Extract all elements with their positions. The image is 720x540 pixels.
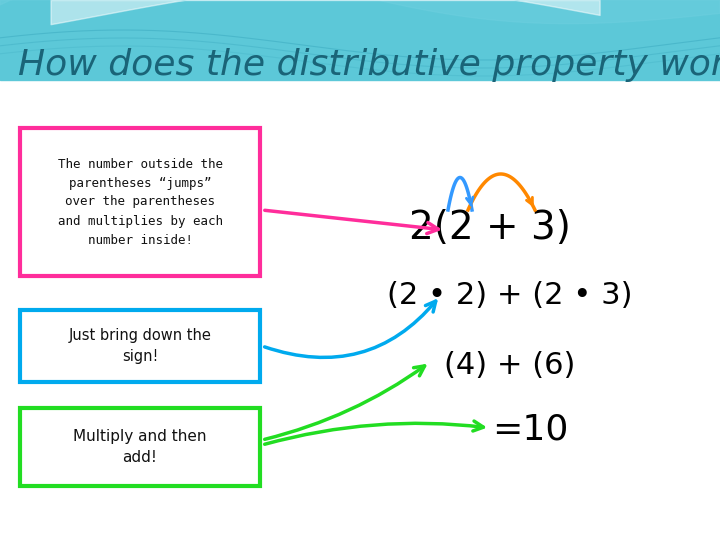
Text: (2 • 2) + (2 • 3): (2 • 2) + (2 • 3) [387,281,633,310]
FancyBboxPatch shape [20,310,260,382]
Text: Just bring down the
sign!: Just bring down the sign! [68,328,212,364]
Text: (4) + (6): (4) + (6) [444,350,576,380]
Text: =10: =10 [492,413,568,447]
Text: Multiply and then
add!: Multiply and then add! [73,429,207,465]
Text: How does the distributive property work?: How does the distributive property work? [18,48,720,82]
Text: The number outside the
parentheses “jumps”
over the parentheses
and multiplies b: The number outside the parentheses “jump… [58,158,222,246]
FancyBboxPatch shape [20,408,260,486]
FancyBboxPatch shape [20,128,260,276]
Bar [0,0,720,80]
Text: 2(2 + 3): 2(2 + 3) [409,209,571,247]
